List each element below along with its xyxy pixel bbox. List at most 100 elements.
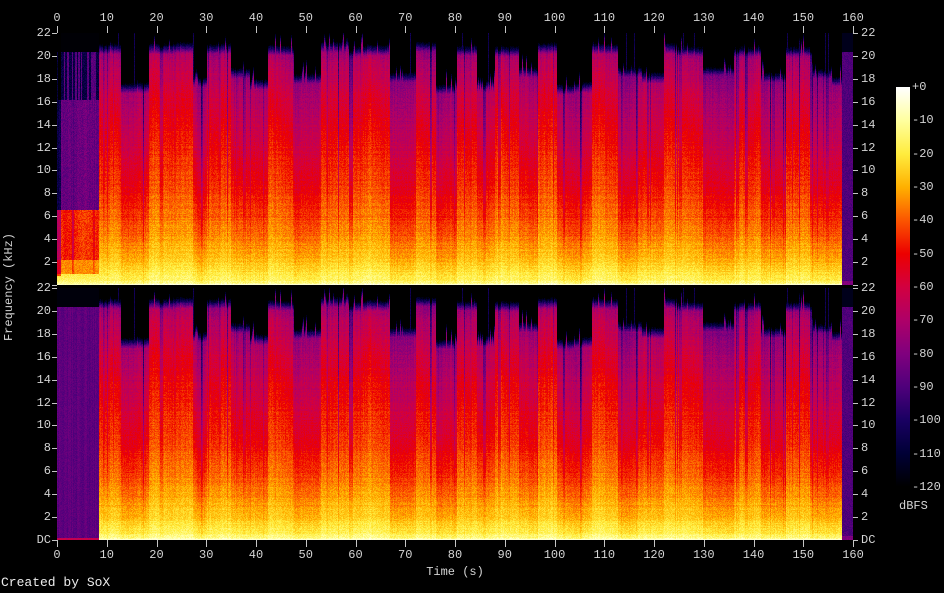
- time-tick-bottom: [305, 540, 307, 547]
- freq-ch1-tick-right: [853, 216, 858, 217]
- freq-ch2-label-right: 10: [861, 418, 876, 432]
- time-tick-label-bottom: 140: [742, 548, 765, 562]
- freq-ch2-label-left: 4: [43, 487, 51, 501]
- time-tick-label-bottom: 30: [199, 548, 214, 562]
- freq-ch1-label-left: 8: [43, 186, 51, 200]
- freq-ch1-label-right: 6: [861, 209, 869, 223]
- freq-ch2-tick-left: [52, 494, 57, 495]
- colorbar-tick-label: -50: [912, 246, 934, 261]
- freq-ch2-label-left: 6: [43, 464, 51, 478]
- freq-ch2-tick-right: [853, 448, 858, 449]
- freq-ch2-tick-right: [853, 357, 858, 358]
- time-tick-bottom: [355, 540, 357, 547]
- freq-ch1-label-right: 4: [861, 232, 869, 246]
- freq-ch2-label-left: 2: [43, 510, 51, 524]
- time-tick-top: [504, 26, 506, 33]
- time-tick-top: [256, 26, 257, 33]
- freq-ch1-tick-left: [52, 285, 57, 286]
- freq-ch2-label-right: 2: [861, 510, 869, 524]
- freq-ch2-tick-left: [52, 540, 57, 541]
- freq-ch1-tick-right: [853, 148, 858, 149]
- time-tick-bottom: [206, 540, 208, 547]
- time-tick-top: [106, 26, 108, 33]
- time-tick-bottom: [654, 540, 655, 547]
- freq-ch1-tick-right: [853, 239, 858, 240]
- time-tick-bottom: [803, 540, 805, 547]
- time-tick-top: [753, 26, 755, 33]
- time-tick-label-top: 80: [447, 11, 463, 25]
- freq-ch1-tick-right: [853, 56, 858, 57]
- freq-ch2-tick-left: [52, 425, 57, 426]
- freq-ch2-tick-left: [52, 357, 57, 358]
- freq-ch1-tick-right: [853, 125, 858, 126]
- colorbar-gradient: [896, 87, 910, 487]
- freq-ch2-tick-left: [52, 334, 57, 335]
- freq-ch2-label-left: 14: [36, 373, 51, 387]
- freq-ch1-tick-right: [853, 79, 858, 80]
- time-tick-top: [803, 26, 805, 33]
- freq-ch2-tick-left: [52, 448, 57, 449]
- time-tick-bottom: [156, 540, 158, 547]
- freq-ch1-label-left: 10: [36, 163, 51, 177]
- freq-ch1-tick-right: [853, 262, 858, 263]
- colorbar-unit-label: dBFS: [899, 499, 928, 513]
- freq-ch1-label-left: 20: [36, 49, 51, 63]
- time-tick-label-top: 100: [543, 11, 566, 25]
- colorbar-tick-label: -60: [912, 280, 934, 294]
- freq-ch2-tick-left: [52, 403, 57, 404]
- freq-ch2-label-left: DC: [36, 533, 51, 547]
- freq-ch2-label-right: 4: [861, 487, 869, 501]
- time-tick-label-top: 30: [199, 11, 214, 25]
- freq-ch1-tick-left: [52, 239, 57, 240]
- time-tick-label-bottom: 120: [643, 548, 665, 562]
- freq-ch1-tick-right: [853, 102, 858, 103]
- time-tick-bottom: [57, 540, 58, 547]
- freq-ch1-label-right: 12: [861, 141, 876, 155]
- freq-ch2-tick-right: [853, 380, 858, 381]
- time-tick-label-top: 20: [149, 11, 164, 25]
- freq-ch2-label-left: 22: [36, 281, 51, 295]
- time-tick-top: [305, 26, 307, 33]
- time-tick-label-bottom: 40: [248, 548, 264, 562]
- freq-ch2-tick-right: [853, 494, 858, 495]
- freq-ch2-label-right: 8: [861, 441, 869, 455]
- time-tick-label-top: 60: [348, 11, 363, 25]
- time-tick-top: [405, 26, 407, 33]
- freq-ch1-label-left: 2: [43, 255, 51, 269]
- time-tick-label-bottom: 60: [348, 548, 363, 562]
- time-tick-top: [853, 26, 854, 33]
- freq-ch1-tick-right: [853, 285, 858, 286]
- freq-ch2-tick-left: [52, 380, 57, 381]
- freq-ch2-tick-left: [52, 311, 57, 312]
- sox-credit: Created by SoX: [1, 575, 111, 590]
- time-tick-label-bottom: 150: [792, 548, 815, 562]
- freq-ch2-tick-right: [853, 471, 858, 472]
- spectrogram-channel-1: [57, 33, 853, 285]
- freq-ch1-label-right: 22: [861, 26, 876, 40]
- freq-ch2-tick-right: [853, 334, 858, 335]
- freq-ch1-label-left: 12: [36, 141, 51, 155]
- freq-ch1-label-left: 6: [43, 209, 51, 223]
- time-tick-label-bottom: 80: [447, 548, 463, 562]
- time-tick-label-bottom: 160: [842, 548, 864, 562]
- colorbar-tick-label: -20: [912, 146, 934, 161]
- freq-ch1-label-left: 22: [36, 26, 51, 40]
- time-tick-top: [156, 26, 158, 33]
- colorbar-tick-label: -100: [912, 413, 941, 428]
- time-tick-top: [455, 26, 456, 33]
- time-tick-label-top: 0: [53, 11, 61, 25]
- time-tick-bottom: [604, 540, 606, 547]
- time-tick-label-top: 70: [398, 11, 413, 25]
- time-tick-top: [57, 26, 58, 33]
- time-tick-top: [604, 26, 606, 33]
- freq-ch1-tick-left: [52, 79, 57, 80]
- freq-ch2-label-right: 6: [861, 464, 869, 478]
- freq-ch1-label-right: 10: [861, 163, 876, 177]
- freq-ch1-label-right: 16: [861, 95, 876, 109]
- time-tick-bottom: [455, 540, 456, 547]
- time-tick-label-top: 10: [99, 11, 114, 25]
- freq-ch1-label-right: 8: [861, 186, 869, 200]
- time-tick-label-top: 110: [593, 11, 616, 25]
- freq-ch2-tick-right: [853, 517, 858, 518]
